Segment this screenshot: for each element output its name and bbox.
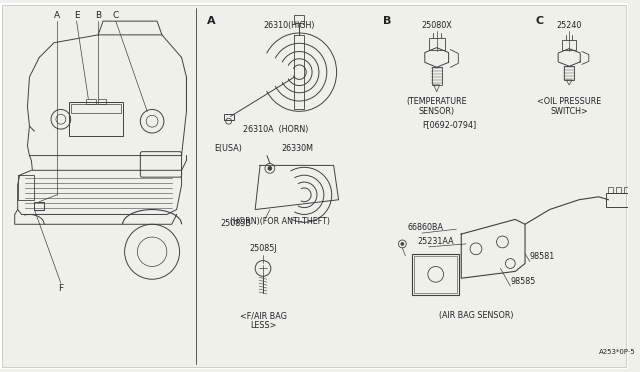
Text: 26310A  (HORN): 26310A (HORN) (243, 125, 308, 134)
Text: F[0692-0794]: F[0692-0794] (422, 120, 476, 129)
Text: E(USA): E(USA) (214, 144, 242, 153)
Bar (429, 38, 445, 49)
Text: B: B (95, 11, 101, 20)
Bar (98, 99, 106, 103)
Text: 26330M: 26330M (282, 144, 314, 153)
Text: 25080X: 25080X (421, 20, 452, 29)
Text: F: F (58, 283, 63, 292)
Text: (AIR BAG SENSOR): (AIR BAG SENSOR) (438, 311, 513, 320)
Bar (414, 256, 458, 293)
Bar (609, 187, 613, 193)
Text: A: A (207, 16, 215, 26)
Text: <OIL PRESSURE: <OIL PRESSURE (537, 97, 602, 106)
Bar (86, 99, 96, 103)
Text: LESS>: LESS> (250, 321, 276, 330)
Text: 25240: 25240 (557, 20, 582, 29)
Text: 98585: 98585 (510, 277, 536, 286)
Text: 25085B: 25085B (220, 219, 252, 228)
Text: <F/AIR BAG: <F/AIR BAG (239, 311, 287, 320)
Text: (TEMPERATURE: (TEMPERATURE (406, 97, 467, 106)
Text: 25085J: 25085J (249, 244, 277, 253)
Text: B: B (383, 16, 392, 26)
Text: A: A (54, 11, 60, 20)
Text: (HORN)(FOR ANTI-THEFT): (HORN)(FOR ANTI-THEFT) (230, 217, 330, 226)
Bar (68, 102, 123, 136)
Circle shape (268, 166, 272, 170)
Bar (224, 114, 234, 120)
Text: 26310(HIGH): 26310(HIGH) (264, 20, 316, 29)
Circle shape (401, 243, 404, 246)
Bar (294, 15, 304, 23)
Bar (624, 187, 629, 193)
Text: 66860BA: 66860BA (407, 223, 444, 232)
Bar (563, 40, 576, 49)
Text: 98581: 98581 (530, 252, 555, 261)
Text: SWITCH>: SWITCH> (550, 107, 588, 116)
Text: 25231AA: 25231AA (417, 237, 454, 246)
Bar (412, 254, 460, 295)
Text: SENSOR): SENSOR) (419, 107, 455, 116)
Text: A253*0P·5: A253*0P·5 (598, 349, 636, 355)
Bar (432, 67, 442, 85)
Bar (616, 187, 621, 193)
Text: E: E (74, 11, 79, 20)
Text: C: C (113, 11, 119, 20)
Bar (564, 66, 574, 80)
Bar (35, 202, 44, 209)
Bar (70, 103, 121, 113)
Text: C: C (536, 16, 544, 26)
Bar (607, 193, 628, 206)
